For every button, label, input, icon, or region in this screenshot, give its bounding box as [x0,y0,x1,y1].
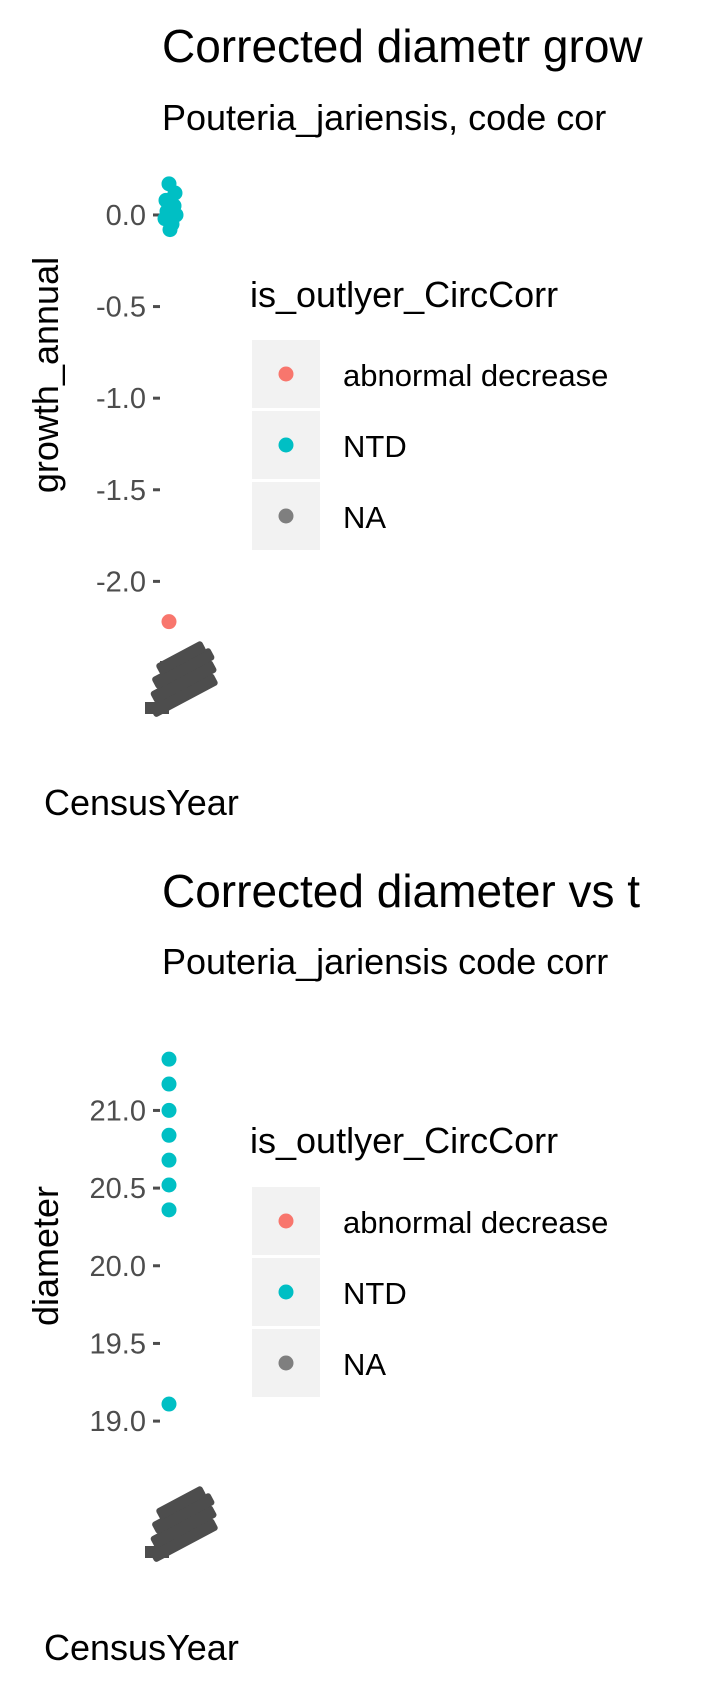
chart-2-title: Corrected diameter vs t [162,865,640,917]
y-tick-label: -1.5 [96,475,146,507]
chart-1-title: Corrected diametr grow [162,20,643,72]
y-tick-label: -0.5 [96,292,146,324]
legend-label-abnormal-decrease: abnormal decrease [343,1205,608,1240]
chart-2-y-axis: 21.0 20.5 20.0 19.5 19.0 [90,1095,160,1438]
y-tick-label: 20.5 [90,1173,146,1205]
data-point-ntd [161,1051,177,1067]
data-point-ntd [162,222,178,238]
legend-item-ntd: NTD [252,1258,407,1326]
y-tick-label: -2.0 [96,566,146,598]
legend-swatch-na [278,1355,294,1371]
chart-2-points [161,1051,177,1412]
y-tick-label: 20.0 [90,1251,146,1283]
chart-1-legend: is_outlyer_CircCorr abnormal decrease NT… [250,274,608,550]
legend-swatch-na [278,508,294,524]
legend-label-ntd: NTD [343,1276,407,1311]
legend-label-ntd: NTD [343,429,407,464]
chart-2-legend-title: is_outlyer_CircCorr [250,1120,558,1161]
y-tick-label: 21.0 [90,1095,146,1127]
y-tick-label: 0.0 [106,200,146,232]
chart-2-overlapping-x-tick-labels [145,1486,218,1562]
data-point-ntd [161,1076,177,1092]
chart-2-y-axis-label: diameter [25,1186,66,1326]
legend-label-abnormal-decrease: abnormal decrease [343,358,608,393]
legend-swatch-ntd [278,437,294,453]
data-point-ntd [161,1177,177,1193]
x-tick-label-smudge [150,641,218,717]
y-tick-label: -1.0 [96,383,146,415]
data-point-abnormal-decrease [161,614,177,630]
legend-item-na: NA [252,1329,386,1397]
data-point-ntd [161,1102,177,1118]
y-tick-label: 19.5 [90,1328,146,1360]
chart-1-subtitle: Pouteria_jariensis, code cor [162,97,606,138]
legend-label-na: NA [343,1347,386,1382]
data-point-ntd [161,1152,177,1168]
legend-swatch-ntd [278,1284,294,1300]
chart-1-legend-title: is_outlyer_CircCorr [250,274,558,315]
chart-2-subtitle: Pouteria_jariensis code corr [162,941,608,982]
chart-2-legend: is_outlyer_CircCorr abnormal decrease NT… [250,1120,608,1397]
legend-swatch-abnormal-decrease [278,1213,294,1229]
data-point-ntd [161,1202,177,1218]
chart-1: Corrected diametr grow Pouteria_jariensi… [25,20,643,823]
chart-2: Corrected diameter vs t Pouteria_jariens… [25,865,640,1668]
chart-1-points [157,176,184,630]
legend-item-abnormal-decrease: abnormal decrease [252,340,608,408]
chart-1-x-axis-label: CensusYear [44,782,239,823]
legend-label-na: NA [343,500,386,535]
legend-item-abnormal-decrease: abnormal decrease [252,1187,608,1255]
legend-item-ntd: NTD [252,411,407,479]
chart-1-y-axis-label: growth_annual [25,257,66,493]
chart-1-y-axis: 0.0 -0.5 -1.0 -1.5 -2.0 [96,200,160,598]
data-point-ntd [161,1396,177,1412]
legend-item-na: NA [252,482,386,550]
chart-1-overlapping-x-tick-labels [145,641,218,717]
data-point-ntd [161,1127,177,1143]
y-tick-label: 19.0 [90,1406,146,1438]
legend-swatch-abnormal-decrease [278,366,294,382]
chart-2-x-axis-label: CensusYear [44,1627,239,1668]
x-tick-label-smudge [150,1486,218,1562]
